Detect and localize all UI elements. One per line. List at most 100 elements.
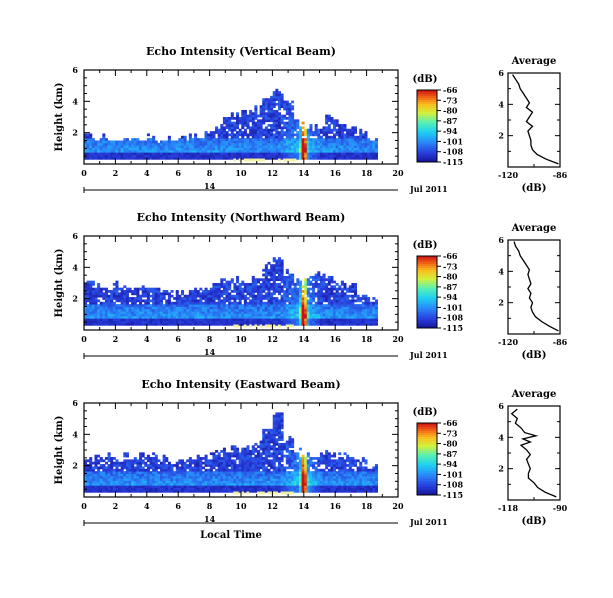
echo-cell — [173, 485, 177, 488]
echo-cell — [225, 461, 229, 465]
echo-cell — [277, 278, 281, 282]
echo-cell — [238, 301, 242, 305]
echo-cell — [291, 322, 295, 326]
echo-cell — [272, 138, 276, 141]
echo-cell — [338, 128, 342, 132]
echo-cell — [170, 301, 174, 305]
echo-cell — [293, 290, 297, 293]
echo-cell — [204, 480, 208, 484]
echo-cell — [207, 318, 211, 321]
echo-cell — [222, 313, 226, 317]
echo-cell — [296, 147, 300, 151]
echo-cell — [201, 471, 205, 474]
echo-cell — [180, 313, 185, 317]
echo-cell — [346, 322, 350, 326]
echo-cell — [296, 311, 300, 314]
echo-cell — [133, 315, 137, 319]
echo-cell — [120, 299, 124, 303]
echo-cell — [152, 466, 156, 470]
echo-cell — [348, 318, 352, 321]
colorbar-segment — [417, 112, 437, 115]
echo-cell — [152, 156, 156, 160]
echo-cell — [298, 290, 302, 293]
echo-cell — [188, 154, 192, 158]
echo-cell — [280, 454, 284, 458]
echo-cell — [133, 138, 137, 141]
echo-cell — [178, 304, 182, 307]
echo-cell — [335, 294, 339, 298]
echo-cell — [257, 138, 261, 141]
echo-cell — [222, 450, 226, 453]
echo-cell — [280, 278, 284, 282]
echo-cell — [110, 294, 114, 298]
echo-cell — [230, 156, 234, 160]
echo-cell — [152, 154, 156, 158]
echo-cell — [84, 294, 88, 298]
echo-cell — [230, 142, 234, 146]
echo-cell — [333, 124, 337, 127]
echo-cell — [280, 466, 284, 470]
echo-cell — [160, 145, 164, 148]
echo-cell — [340, 126, 344, 130]
echo-cell — [125, 306, 129, 310]
echo-cell — [225, 457, 229, 460]
colorbar-segment — [417, 116, 437, 119]
echo-cell — [285, 280, 289, 284]
echo-cell — [102, 156, 106, 160]
echo-cell — [264, 105, 268, 108]
echo-cell — [207, 133, 211, 137]
echo-cell — [340, 140, 344, 144]
echo-cell — [160, 485, 164, 488]
echo-cell — [196, 142, 200, 146]
echo-cell — [144, 313, 148, 317]
echo-cell — [183, 315, 187, 319]
echo-cell — [194, 304, 198, 307]
echo-cell — [306, 304, 310, 307]
echo-cell — [157, 306, 161, 310]
echo-cell — [220, 482, 224, 486]
echo-cell — [280, 478, 284, 481]
echo-cell — [343, 133, 347, 137]
echo-cell — [104, 489, 108, 493]
echo-cell — [364, 140, 368, 144]
echo-cell — [330, 140, 334, 144]
echo-cell — [194, 152, 198, 155]
echo-cell — [128, 464, 132, 467]
echo-cell — [277, 464, 281, 467]
echo-cell — [249, 294, 253, 298]
echo-cell — [298, 138, 302, 141]
echo-cell — [120, 322, 124, 326]
echo-cell — [285, 102, 289, 106]
echo-cell — [196, 489, 200, 493]
echo-cell — [335, 124, 339, 127]
echo-cell — [222, 292, 226, 296]
echo-cell — [131, 145, 135, 148]
echo-cell — [89, 468, 93, 472]
echo-cell — [243, 473, 247, 477]
echo-cell — [196, 480, 200, 484]
echo-cell — [291, 283, 295, 286]
echo-cell — [335, 152, 339, 155]
echo-cell — [246, 466, 250, 470]
echo-cell — [243, 152, 247, 155]
echo-cell — [301, 311, 305, 314]
echo-cell — [359, 308, 363, 312]
echo-cell — [270, 147, 274, 151]
echo-cell — [272, 133, 276, 137]
echo-cell — [361, 152, 365, 155]
echo-cell — [280, 452, 284, 456]
echo-cell — [364, 313, 368, 317]
echo-cell — [262, 489, 266, 493]
echo-cell — [262, 466, 266, 470]
echo-cell — [301, 131, 305, 134]
echo-cell — [149, 318, 153, 321]
echo-cell — [296, 313, 300, 317]
echo-cell — [254, 320, 258, 324]
echo-cell — [170, 294, 174, 298]
echo-cell — [207, 304, 211, 307]
echo-cell — [228, 454, 232, 458]
echo-cell — [120, 313, 124, 317]
echo-cell — [272, 468, 276, 472]
echo-cell — [183, 485, 187, 488]
echo-cell — [296, 142, 300, 146]
